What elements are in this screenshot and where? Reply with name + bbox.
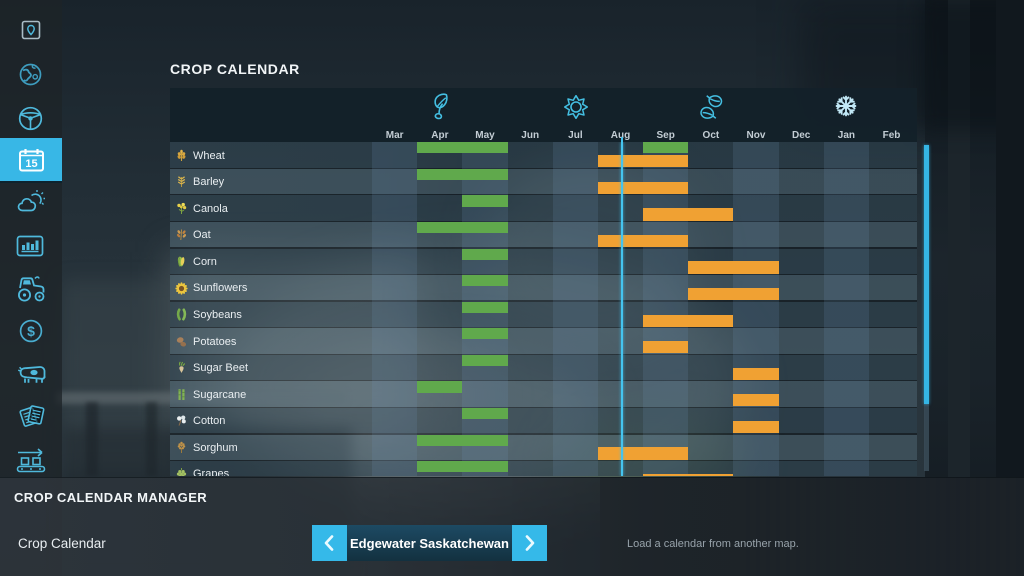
svg-text:$: $ (27, 323, 35, 339)
svg-text:15: 15 (25, 158, 37, 170)
